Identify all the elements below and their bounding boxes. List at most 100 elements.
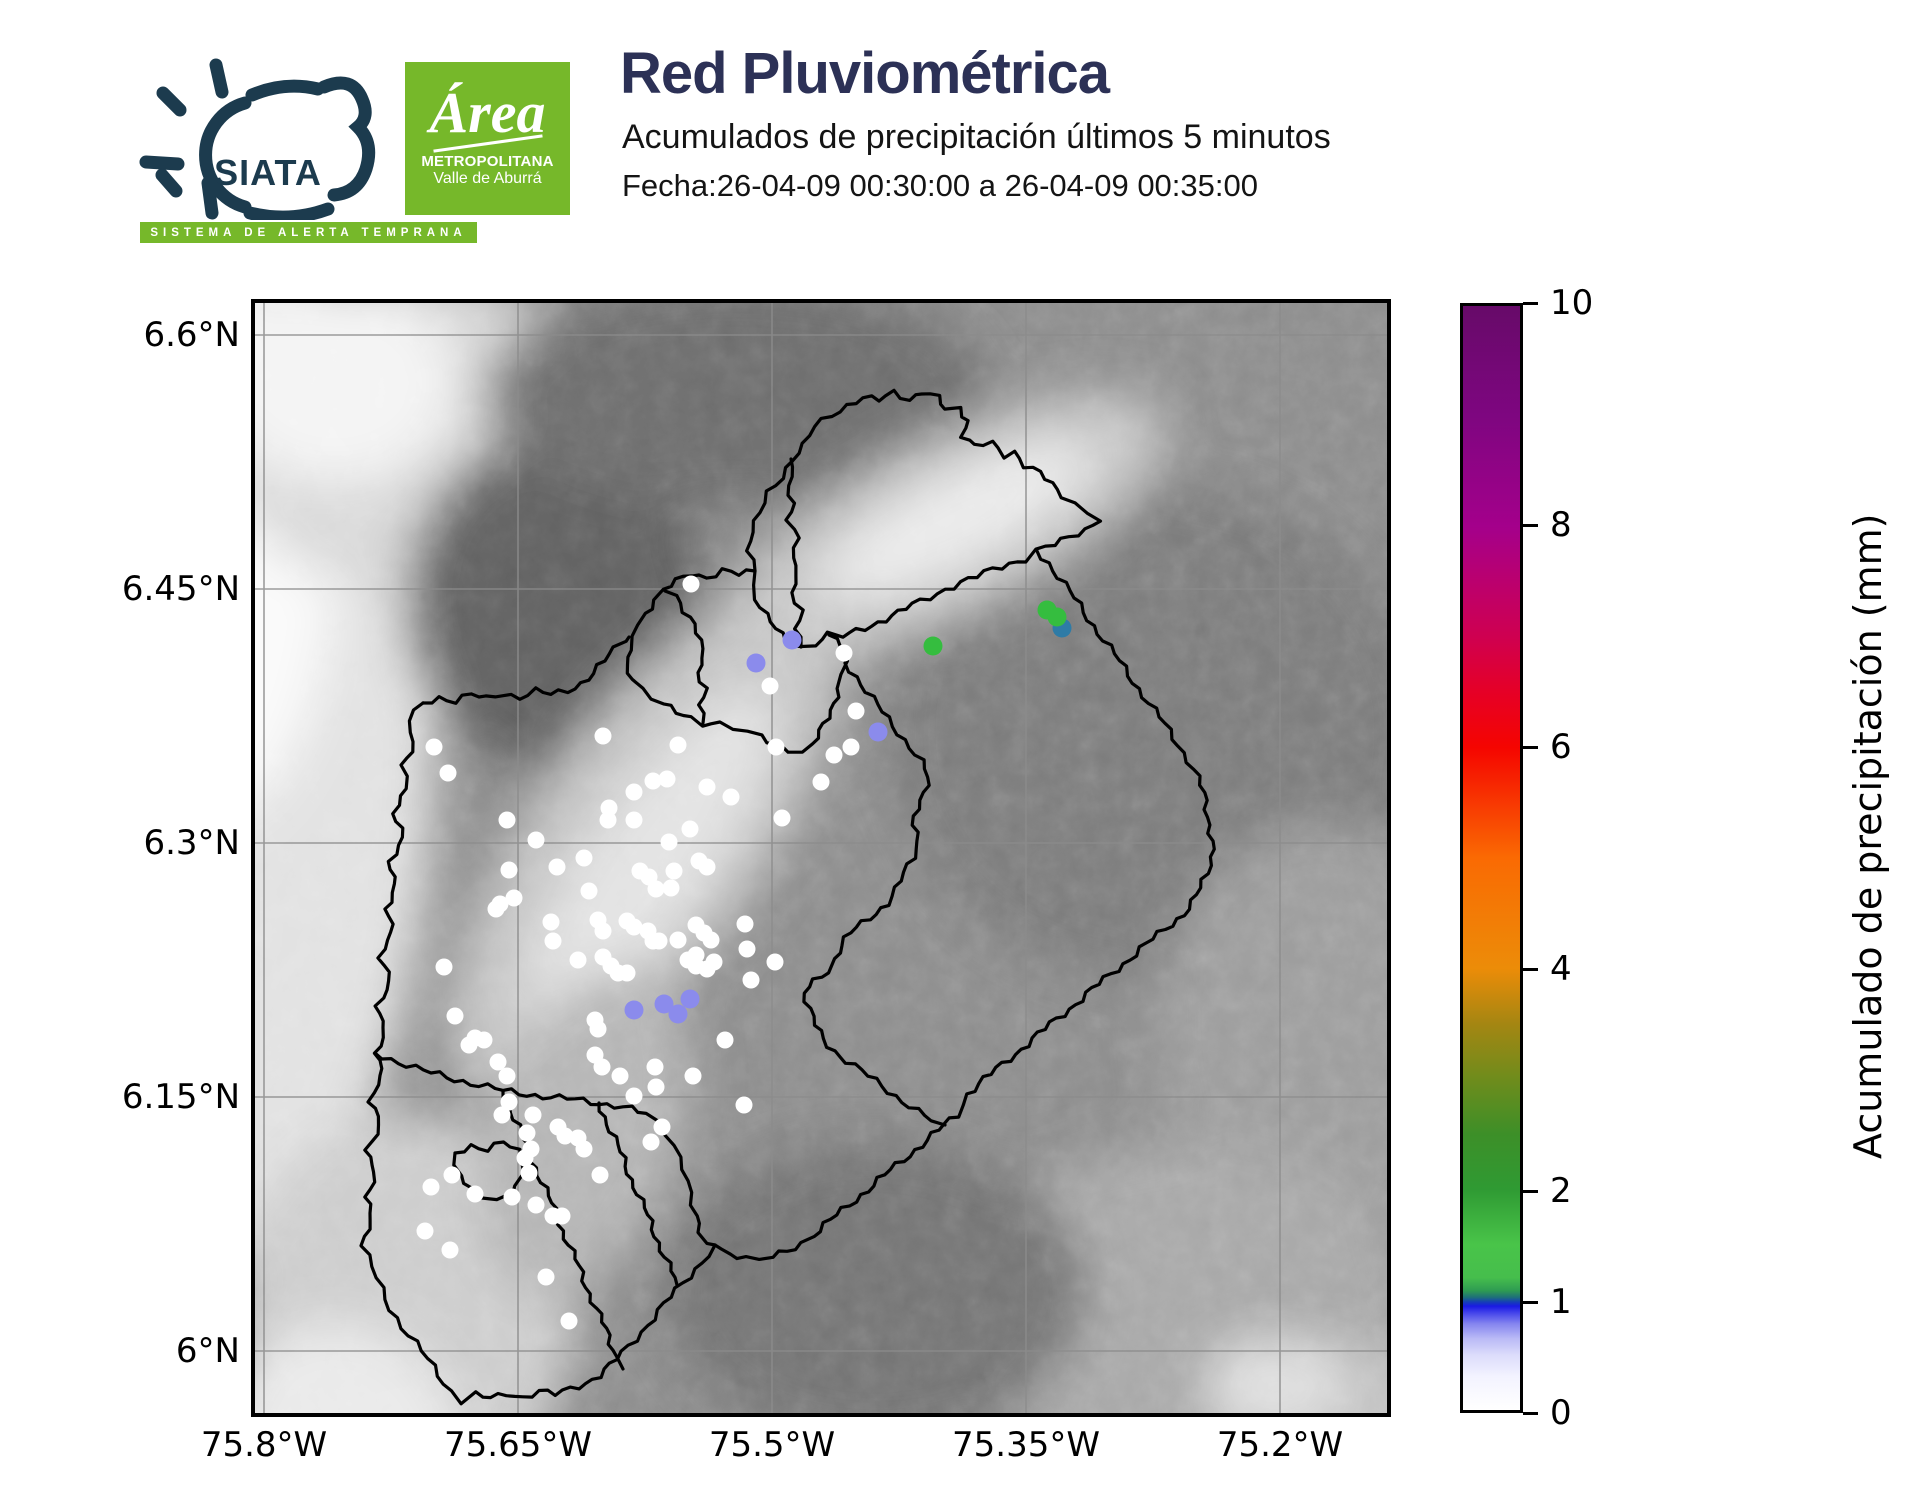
station-dot-green — [923, 636, 943, 656]
municipality-boundary — [663, 589, 709, 725]
municipality-boundary — [713, 549, 1216, 1261]
page-title: Red Pluviométrica — [620, 41, 1110, 106]
station-dot-white — [653, 1118, 671, 1136]
station-dot-white — [498, 811, 516, 829]
x-tick-label: 75.2°W — [1216, 1425, 1344, 1465]
colorbar-tick — [1523, 523, 1538, 527]
colorbar-tick-label: 10 — [1550, 283, 1594, 323]
x-tick-label: 75.65°W — [444, 1425, 592, 1465]
colorbar — [1460, 303, 1523, 1413]
station-dot-white — [625, 918, 643, 936]
station-dot-white — [446, 1007, 464, 1025]
station-dot-white — [766, 953, 784, 971]
colorbar-tick-label: 8 — [1550, 505, 1572, 545]
municipality-boundary — [745, 388, 1103, 649]
station-dot-white — [594, 922, 612, 940]
colorbar-tick-label: 6 — [1550, 727, 1572, 767]
station-dot-white — [812, 773, 830, 791]
cloud-icon — [199, 76, 376, 220]
station-dot-white — [556, 1127, 574, 1145]
station-dot-white — [738, 940, 756, 958]
station-dot-periwinkle — [654, 994, 674, 1014]
station-dot-white — [669, 931, 687, 949]
colorbar-tick-label: 1 — [1550, 1282, 1572, 1322]
station-dot-white — [705, 953, 723, 971]
station-dot-white — [489, 1053, 507, 1071]
station-dot-white — [773, 809, 791, 827]
station-dot-periwinkle — [668, 1004, 688, 1024]
station-dot-white — [665, 862, 683, 880]
colorbar-tick-label: 4 — [1550, 949, 1572, 989]
station-dot-white — [835, 644, 853, 662]
municipality-boundary — [597, 1101, 679, 1287]
station-dot-white — [542, 913, 560, 931]
station-dot-white — [625, 811, 643, 829]
siata-logo: SIATA — [139, 58, 376, 220]
colorbar-tick — [1523, 1189, 1538, 1193]
station-dot-periwinkle — [868, 722, 888, 742]
station-dot-white — [422, 1178, 440, 1196]
station-dot-white — [487, 900, 505, 918]
station-dot-white — [569, 951, 587, 969]
station-dot-white — [825, 746, 843, 764]
station-dot-white — [761, 677, 779, 695]
station-dot-white — [611, 1067, 629, 1085]
station-dot-white — [722, 788, 740, 806]
station-dot-white — [589, 1020, 607, 1038]
station-dot-white — [537, 1268, 555, 1286]
area-metropolitana-logo: Área METROPOLITANA Valle de Aburrá — [405, 62, 570, 215]
station-dot-white — [767, 738, 785, 756]
station-dot-white — [544, 932, 562, 950]
station-dot-white — [660, 833, 678, 851]
municipality-boundary — [625, 567, 850, 754]
station-dot-green — [1047, 607, 1067, 627]
station-dot-white — [425, 738, 443, 756]
station-dot-white — [625, 783, 643, 801]
station-dot-white — [647, 880, 665, 898]
colorbar-tick — [1523, 1411, 1538, 1415]
colorbar-tick-label: 2 — [1550, 1171, 1572, 1211]
y-tick-label: 6.15°N — [121, 1077, 240, 1117]
y-tick-label: 6.45°N — [121, 569, 240, 609]
precipitation-map — [255, 303, 1387, 1413]
station-dot-white — [847, 702, 865, 720]
station-dot-white — [593, 1058, 611, 1076]
station-dot-white — [681, 820, 699, 838]
station-dot-white — [505, 889, 523, 907]
station-dot-white — [702, 931, 720, 949]
station-dot-periwinkle — [624, 1000, 644, 1020]
station-dot-white — [647, 1078, 665, 1096]
station-dot-white — [500, 861, 518, 879]
sun-rays-icon — [139, 58, 229, 220]
siata-logo-text: SIATA — [214, 152, 322, 193]
station-dot-white — [503, 1188, 521, 1206]
station-dot-white — [435, 958, 453, 976]
municipality-boundary — [784, 457, 805, 649]
station-dot-white — [591, 1166, 609, 1184]
station-dot-white — [735, 1096, 753, 1114]
x-tick-label: 75.8°W — [200, 1425, 328, 1465]
station-dot-white — [594, 727, 612, 745]
colorbar-tick — [1523, 301, 1538, 305]
station-dot-white — [698, 778, 716, 796]
station-dot-periwinkle — [680, 989, 700, 1009]
colorbar-tick — [1523, 1300, 1538, 1304]
station-dot-white — [580, 882, 598, 900]
station-dot-white — [475, 1031, 493, 1049]
siata-banner: SISTEMA DE ALERTA TEMPRANA — [140, 222, 477, 243]
station-dot-periwinkle — [746, 653, 766, 673]
municipality-boundary — [359, 701, 717, 1406]
station-dot-white — [646, 1058, 664, 1076]
station-dot-white — [682, 575, 700, 593]
station-dot-white — [742, 971, 760, 989]
station-dot-white — [650, 932, 668, 950]
station-dot-white — [439, 764, 457, 782]
station-dot-white — [520, 1164, 538, 1182]
station-dot-white — [493, 1106, 511, 1124]
station-dot-white — [684, 1067, 702, 1085]
station-dot-white — [443, 1166, 461, 1184]
y-tick-label: 6.3°N — [143, 823, 240, 863]
y-tick-label: 6.6°N — [143, 315, 240, 355]
station-dot-white — [599, 811, 617, 829]
